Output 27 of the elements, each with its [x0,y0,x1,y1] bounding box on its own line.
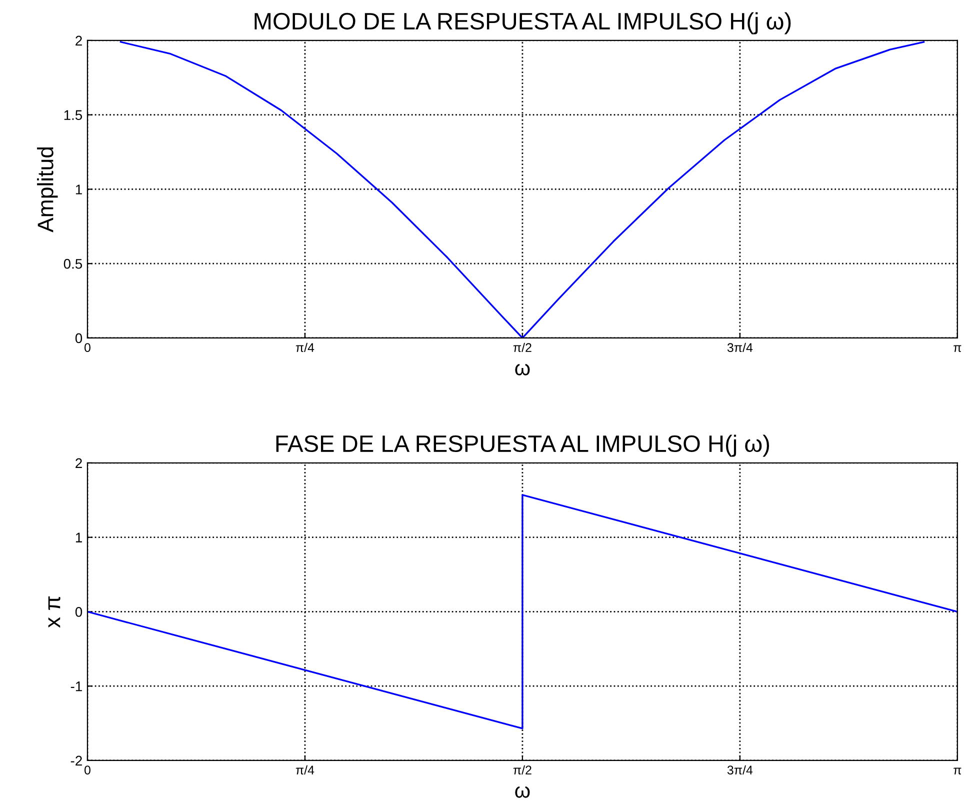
x-tick-label: 0 [84,766,90,775]
x-tick-label: 3π/4 [727,342,753,352]
x-tick-label: 0 [84,343,90,352]
x-tick-label: π/2 [513,765,532,775]
x-tick-label: π/2 [513,342,532,352]
y-tick-label: 2 [76,458,82,468]
y-tick-label: 1 [76,184,82,194]
x-tick-label: π [954,345,962,352]
y-tick-label: -1 [70,682,82,692]
x-axis-title: ω [515,786,530,798]
y-tick-label: 0 [75,333,82,344]
x-tick-label: π/4 [296,342,314,352]
x-axis-title: ω [515,364,530,376]
y-tick-label: 1.5 [64,110,82,120]
chart-title: FASE DE LA RESPUESTA AL IMPULSO H(j ω) [276,434,770,457]
x-tick-label: π [954,768,962,775]
y-axis-title: Amplitud [37,147,58,232]
y-tick-label: 1 [76,532,82,542]
chart-title: MODULO DE LA RESPUESTA AL IMPULSO H(j ω) [254,12,791,34]
line-series [120,41,925,338]
y-tick-label: -2 [70,756,82,766]
y-tick-label: 0.5 [64,258,82,269]
y-axis-title: x π [48,596,60,628]
x-tick-label: π/4 [296,765,314,775]
y-tick-label: 0 [75,607,82,617]
x-tick-label: 3π/4 [727,765,753,775]
y-tick-label: 2 [76,36,82,46]
